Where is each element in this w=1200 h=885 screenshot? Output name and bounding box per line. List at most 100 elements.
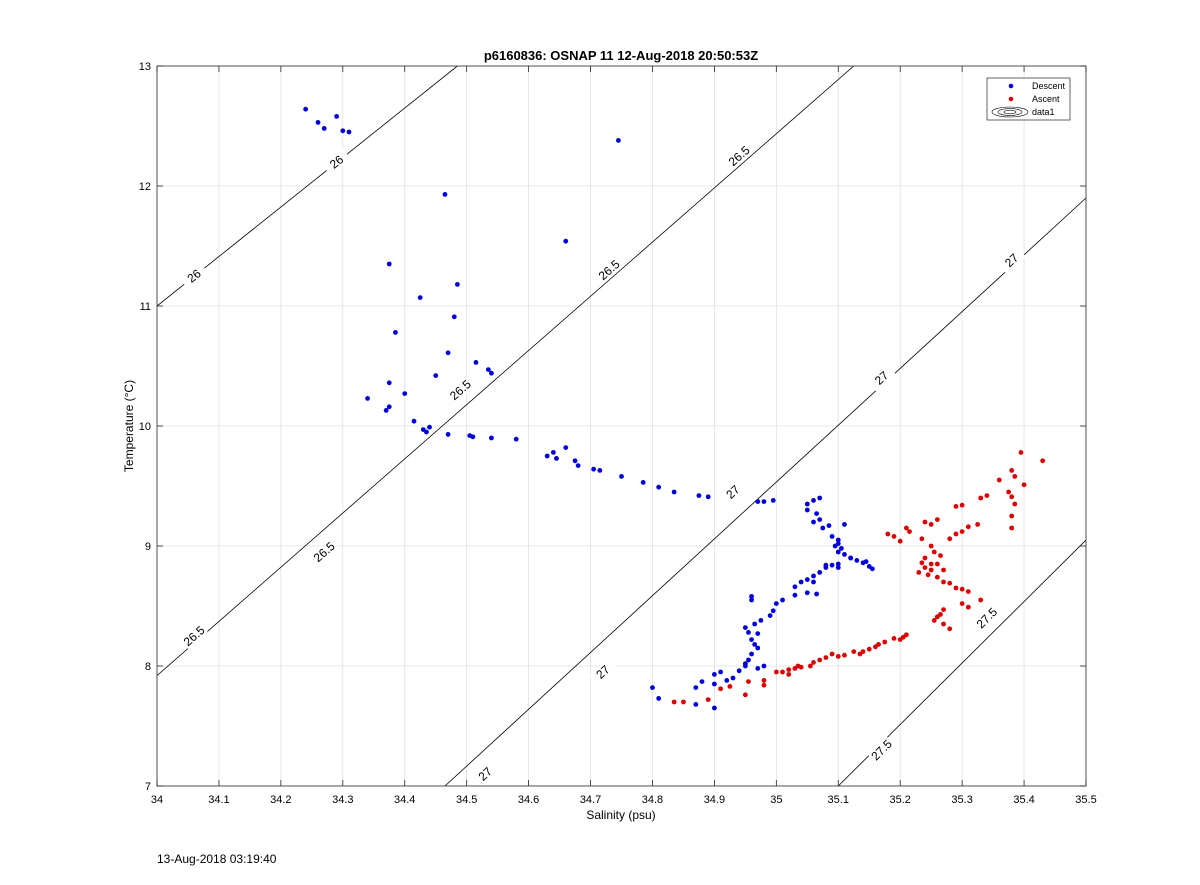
descent-point [485, 367, 491, 372]
descent-point [755, 645, 761, 651]
descent-point [749, 597, 754, 603]
x-tick-label: 34 [151, 794, 163, 806]
descent-point [513, 436, 519, 442]
descent-point [473, 360, 479, 365]
ascent-point [807, 663, 813, 669]
descent-point [811, 519, 816, 525]
descent-point [489, 435, 494, 441]
descent-point [712, 681, 717, 687]
descent-point [838, 546, 844, 551]
ascent-point [953, 531, 959, 537]
descent-point [591, 466, 597, 472]
descent-point [811, 579, 816, 585]
legend-ascent-label: Ascent [1032, 94, 1060, 104]
descent-point [736, 668, 742, 674]
descent-point [417, 295, 423, 300]
ascent-point [681, 699, 686, 705]
ascent-point [761, 682, 767, 688]
ascent-point [928, 522, 934, 527]
ascent-point [857, 651, 863, 657]
ascent-point [934, 574, 940, 580]
x-tick-label: 34.3 [332, 794, 353, 806]
descent-point [742, 625, 748, 630]
contour-label-gap [470, 760, 500, 786]
ascent-point [885, 531, 891, 537]
ascent-point [928, 543, 934, 549]
ascent-point [705, 697, 711, 702]
descent-point [848, 555, 854, 561]
ascent-point [891, 636, 897, 641]
ascent-point [866, 646, 872, 652]
isopycnal-27 [444, 197, 1086, 786]
descent-point [424, 429, 429, 435]
ascent-point [947, 580, 953, 586]
descent-point [811, 498, 816, 503]
descent-point [835, 541, 841, 546]
contour-label-gap [179, 262, 209, 290]
ascent-point [941, 567, 946, 573]
ascent-point [928, 567, 934, 573]
y-tick-label: 8 [145, 661, 151, 673]
descent-point [402, 391, 408, 396]
ascent-point [891, 534, 897, 539]
ascent-point [975, 522, 981, 527]
descent-point [712, 672, 717, 677]
descent-point [365, 396, 370, 401]
footer-timestamp: 13-Aug-2018 03:19:40 [157, 852, 277, 866]
ascent-point [742, 692, 748, 698]
contour-label-gap [588, 658, 618, 686]
x-tick-label: 35.2 [889, 794, 910, 806]
descent-point [826, 523, 832, 528]
ascent-point [1006, 489, 1011, 495]
ascent-point [916, 570, 922, 575]
ascent-point [925, 572, 931, 578]
descent-point [814, 511, 819, 516]
descent-point [650, 685, 655, 690]
ascent-point [1009, 494, 1015, 500]
descent-point [773, 601, 779, 606]
x-tick-label: 34.1 [208, 794, 229, 806]
ascent-point [773, 669, 779, 675]
descent-point [811, 573, 816, 579]
descent-point [445, 432, 451, 437]
descent-point [749, 651, 754, 657]
descent-point [835, 537, 841, 543]
descent-point [705, 494, 711, 500]
x-tick-label: 35.3 [951, 794, 972, 806]
ascent-point [907, 529, 912, 534]
ascent-point [934, 561, 940, 567]
ascent-point [792, 666, 798, 671]
x-tick-label: 35.4 [1013, 794, 1034, 806]
ascent-point [786, 667, 792, 672]
descent-point [597, 468, 603, 473]
contour-label-gap [718, 478, 748, 506]
x-tick-label: 35 [770, 794, 782, 806]
descent-point [835, 549, 841, 555]
contour-label-gap [446, 376, 475, 404]
descent-point [842, 552, 847, 557]
ascent-point [934, 614, 940, 620]
y-tick-label: 7 [145, 781, 151, 793]
ascent-point [965, 604, 971, 610]
descent-point [442, 192, 448, 197]
descent-point [315, 120, 321, 125]
ascent-point [947, 536, 953, 542]
ascent-point [959, 502, 965, 508]
descent-point [842, 522, 847, 527]
ascent-point [829, 651, 835, 657]
y-tick-label: 9 [145, 541, 151, 553]
descent-point [616, 138, 621, 143]
y-tick-label: 12 [139, 181, 151, 193]
contour-label-gap [309, 538, 339, 566]
ascent-point [959, 586, 965, 592]
descent-point [770, 498, 776, 503]
descent-point [550, 450, 556, 455]
descent-point [863, 559, 869, 564]
descent-point [746, 630, 751, 635]
descent-point [454, 282, 460, 287]
descent-point [427, 424, 432, 430]
descent-point [334, 114, 340, 119]
ascent-point [882, 639, 888, 645]
ascent-point [780, 669, 785, 675]
